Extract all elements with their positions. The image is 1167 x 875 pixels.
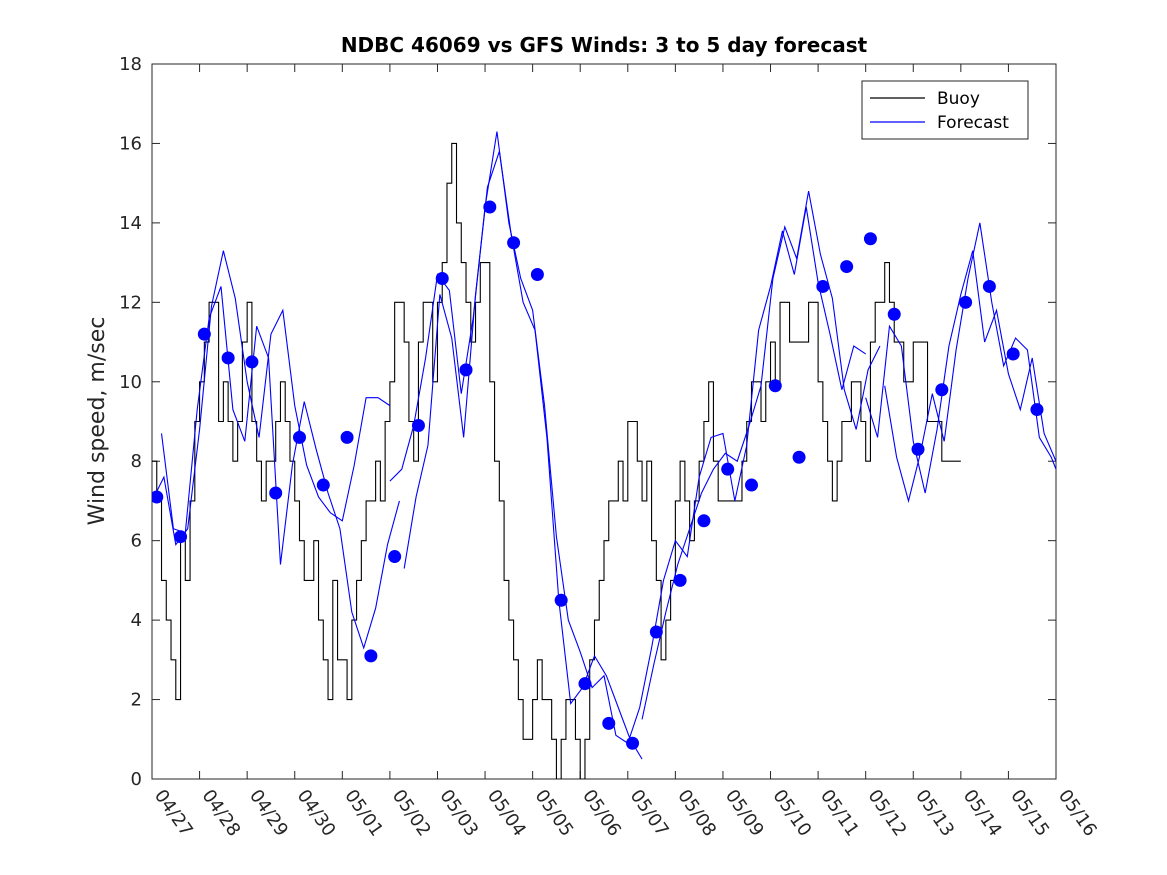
forecast-point-marker (649, 625, 663, 639)
forecast-point-marker (935, 383, 949, 397)
forecast-series-line (627, 206, 866, 744)
chart-title: NDBC 46069 vs GFS Winds: 3 to 5 day fore… (341, 33, 868, 57)
forecast-point-marker (863, 232, 877, 246)
forecast-point-marker (435, 272, 449, 285)
forecast-series-line (152, 250, 391, 546)
y-tick-label: 14 (119, 213, 142, 234)
forecast-point-marker (269, 486, 283, 500)
forecast-point-marker (364, 649, 378, 663)
forecast-series-line (389, 131, 629, 744)
forecast-point-marker (697, 514, 711, 528)
forecast-point-marker (554, 593, 568, 607)
y-axis-label: Wind speed, m/sec (85, 317, 110, 526)
forecast-point-marker (459, 363, 473, 377)
y-tick-label: 10 (119, 372, 142, 393)
forecast-point-marker (411, 418, 425, 432)
forecast-point-marker (221, 351, 235, 365)
legend-box (861, 80, 1029, 140)
forecast-series-line (865, 250, 1056, 494)
forecast-point-marker (602, 716, 616, 730)
forecast-point-marker (1030, 403, 1044, 417)
legend-label-forecast: Forecast (937, 113, 1009, 133)
legend-label-buoy: Buoy (937, 89, 980, 109)
forecast-point-marker (245, 355, 259, 369)
forecast-point-marker (887, 307, 901, 321)
forecast-point-marker (792, 450, 806, 464)
y-tick-label: 4 (131, 610, 142, 631)
forecast-point-marker (911, 442, 925, 456)
y-tick-label: 12 (119, 292, 142, 313)
forecast-point-marker (721, 462, 735, 476)
y-tick-label: 8 (131, 451, 142, 472)
forecast-point-marker (578, 677, 592, 691)
y-tick-label: 16 (119, 133, 142, 154)
forecast-point-marker (982, 279, 996, 293)
axes-box (151, 63, 1057, 780)
y-tick-label: 0 (131, 769, 142, 790)
forecast-point-marker (530, 268, 544, 282)
forecast-point-marker (174, 530, 188, 544)
data-layer (152, 131, 1056, 779)
forecast-series-line (641, 191, 881, 720)
forecast-point-marker (744, 478, 758, 492)
forecast-point-marker (316, 478, 330, 492)
forecast-series-line (884, 222, 1056, 504)
forecast-point-marker (959, 295, 973, 309)
forecast-point-marker (292, 430, 306, 444)
buoy-series-line (152, 142, 961, 779)
forecast-point-marker (152, 490, 164, 504)
y-tick-label: 2 (131, 690, 142, 711)
forecast-point-marker (816, 279, 830, 293)
forecast-point-marker (626, 736, 640, 750)
forecast-point-marker (507, 236, 521, 250)
forecast-point-marker (340, 430, 354, 444)
forecast-point-marker (483, 200, 497, 214)
forecast-series-line (160, 286, 400, 650)
legend: Buoy Forecast (861, 80, 1029, 140)
forecast-point-marker (673, 573, 687, 587)
forecast-point-marker (1006, 347, 1020, 361)
forecast-series-line (403, 151, 643, 760)
forecast-point-marker (840, 260, 854, 274)
forecast-point-marker (197, 327, 211, 341)
forecast-point-marker (768, 379, 782, 393)
y-tick-label: 18 (119, 54, 142, 75)
y-tick-label: 6 (131, 531, 142, 552)
forecast-point-marker (388, 550, 402, 564)
